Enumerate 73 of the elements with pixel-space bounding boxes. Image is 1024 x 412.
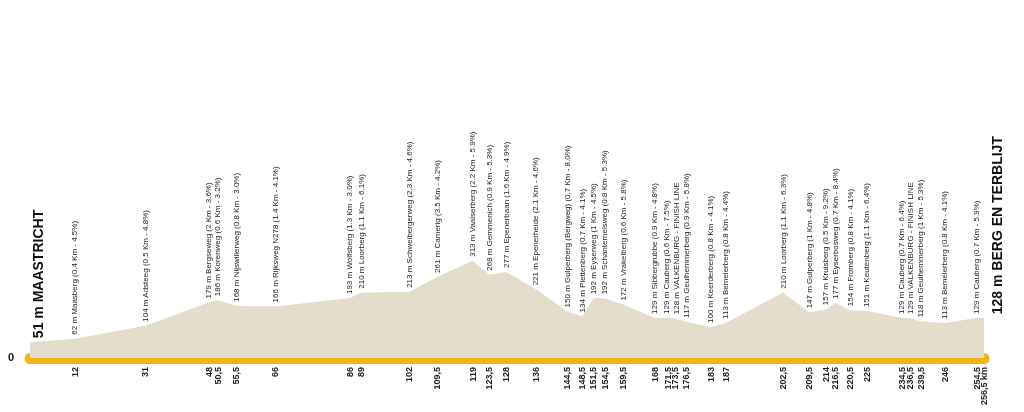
- data-label: 210 m Loorberg (1.1 Km - 6.1%): [356, 173, 366, 289]
- data-label: 129 m VALKENBURG - FINISH LINE: [906, 182, 916, 314]
- data-label: 128 m BERG EN TERBLIJT: [989, 135, 1005, 315]
- x-tick-label: 202,5: [778, 367, 789, 390]
- data-label: 179 m Bergseweg (2 Km - 3.6%): [203, 182, 213, 299]
- text: 0: [8, 350, 15, 363]
- x-tick-label: 254,5: [971, 367, 982, 390]
- x-tick-label: 102: [404, 367, 415, 383]
- data-label: 168 m Nijswillerweg (0.8 Km - 3.0%): [231, 172, 241, 302]
- x-tick-label: 168: [649, 367, 660, 383]
- data-label: 192 m Schanternelsweg (0.8 Km - 5.3%): [600, 149, 610, 295]
- x-tick-label: 214: [820, 367, 831, 383]
- data-label: 193 m Wolfsberg (1.3 Km - 3.0%): [345, 175, 355, 295]
- data-label: 277 m Epenerbaan (1.6 Km - 4.9%): [501, 141, 511, 268]
- x-tick-label: 216,5: [830, 367, 841, 390]
- x-tick-label: 123,5: [484, 367, 495, 390]
- data-label: 166 m Rijksweg N278 (1.4 Km - 4.1%): [270, 166, 280, 303]
- data-label: 128 m VALKENBURG - FINISH LINE: [671, 182, 681, 315]
- x-tick-label: 128: [501, 367, 512, 383]
- data-label: 151 m Keutenberg (1.1 Km - 6.4%): [862, 182, 872, 308]
- x-tick-label: 148,5: [577, 367, 588, 390]
- data-label: 51 m MAASTRICHT: [30, 209, 46, 339]
- x-tick-label: 183: [705, 367, 716, 383]
- x-tick-label: 239,5: [915, 367, 926, 390]
- data-label: 261 m Camerig (3.5 Km - 4.2%): [432, 159, 442, 273]
- x-tick-label: 50,5: [212, 367, 223, 385]
- x-tick-label: 31: [140, 367, 151, 378]
- data-label: 134 m Plettenberg (0.7 Km - 4.1%): [577, 188, 587, 313]
- x-tick-label: 109,5: [432, 367, 443, 390]
- data-label: 150 m Gulperberg (Bergweg) (0.7 Km - 8.0%): [562, 145, 572, 308]
- x-tick-label: 225: [861, 367, 872, 383]
- data-label: 172 m Vrakelberg (0.6 Km - 5.8%): [618, 179, 628, 301]
- x-tick-label: 256,5 km: [979, 367, 989, 406]
- x-tick-label: 89: [356, 367, 367, 378]
- x-tick-label: 86: [344, 367, 355, 378]
- x-tick-label: 171,5: [662, 367, 673, 390]
- data-label: 147 m Gulperberg (1 Km - 4.8%): [804, 191, 814, 309]
- data-label: 100 m Keerderberg (0.8 Km - 4.1%): [706, 195, 716, 323]
- data-label: 129 m Cauberg (0.7 Km - 5.9%): [972, 200, 982, 314]
- data-label: 213 m Schweibergerweg (2.3 Km - 4.6%): [404, 141, 414, 288]
- data-label: 129 m Cauberg (0.7 Km - 6.4%): [896, 200, 906, 314]
- data-label: 129 m Cauberg (0.6 Km - 7.5%): [662, 200, 672, 314]
- x-tick-label: 48: [203, 367, 214, 378]
- x-tick-label: 144,5: [562, 367, 573, 390]
- x-tick-label: 246: [939, 367, 950, 383]
- data-label: 113 m Bemelerberg (0.8 Km - 4.4%): [721, 190, 731, 319]
- data-label: 221 m Epenerheide (2.1 Km - 4.6%): [531, 156, 541, 286]
- x-tick-label: 209,5: [804, 367, 815, 390]
- x-tick-label: 220,5: [845, 367, 856, 390]
- x-tick-label: 159,5: [618, 367, 629, 390]
- data-label: 177 m Eyserbosweg (0.7 Km - 8.4%): [830, 167, 840, 300]
- data-label: 118 m Geulhemmerberg (1 Km - 5.3%): [916, 179, 926, 318]
- x-tick-label: 136: [530, 367, 541, 383]
- x-tick-label: 12: [69, 367, 80, 378]
- data-label: 313 m Vaalserberg (2.2 Km - 5.9%): [468, 131, 478, 257]
- data-label: 268 m Gemmenich (0.9 Km - 5.3%): [484, 144, 494, 271]
- x-tick-label: 66: [270, 367, 281, 378]
- data-label: 210 m Loorberg (1.1 Km - 6.3%): [778, 173, 788, 289]
- data-label: 186 m Korenweg (0.6 Km - 3.2%): [213, 177, 223, 297]
- data-label: 129 m Sibbergrubbe (0.9 Km - 4.8%): [650, 182, 660, 314]
- x-tick-label: 154,5: [599, 367, 610, 390]
- data-label: 192 m Eyserweg (1 Km - 4.5%): [588, 182, 598, 295]
- x-tick-label: 55,5: [231, 367, 242, 385]
- x-tick-label: 187: [720, 367, 731, 383]
- data-label: 62 m Maasberg (0.4 Km - 4.5%): [70, 220, 80, 335]
- x-tick-label: 176,5: [681, 367, 692, 390]
- data-label: 117 m Geulhemmerberg (0.9 Km - 5.8%): [681, 172, 691, 318]
- data-label: 157 m Kruisberg (0.5 Km - 9.2%): [821, 187, 831, 306]
- data-label: 104 m Adsteeg (0.5 Km - 4.8%): [140, 209, 150, 322]
- x-tick-label: 151,5: [588, 367, 599, 390]
- data-label: 154 m Fromberg (0.8 Km - 4.1%): [845, 188, 855, 307]
- data-label: 113 m Bemelerberg (0.8 Km - 4.1%): [940, 190, 950, 319]
- x-tick-label: 119: [467, 367, 478, 382]
